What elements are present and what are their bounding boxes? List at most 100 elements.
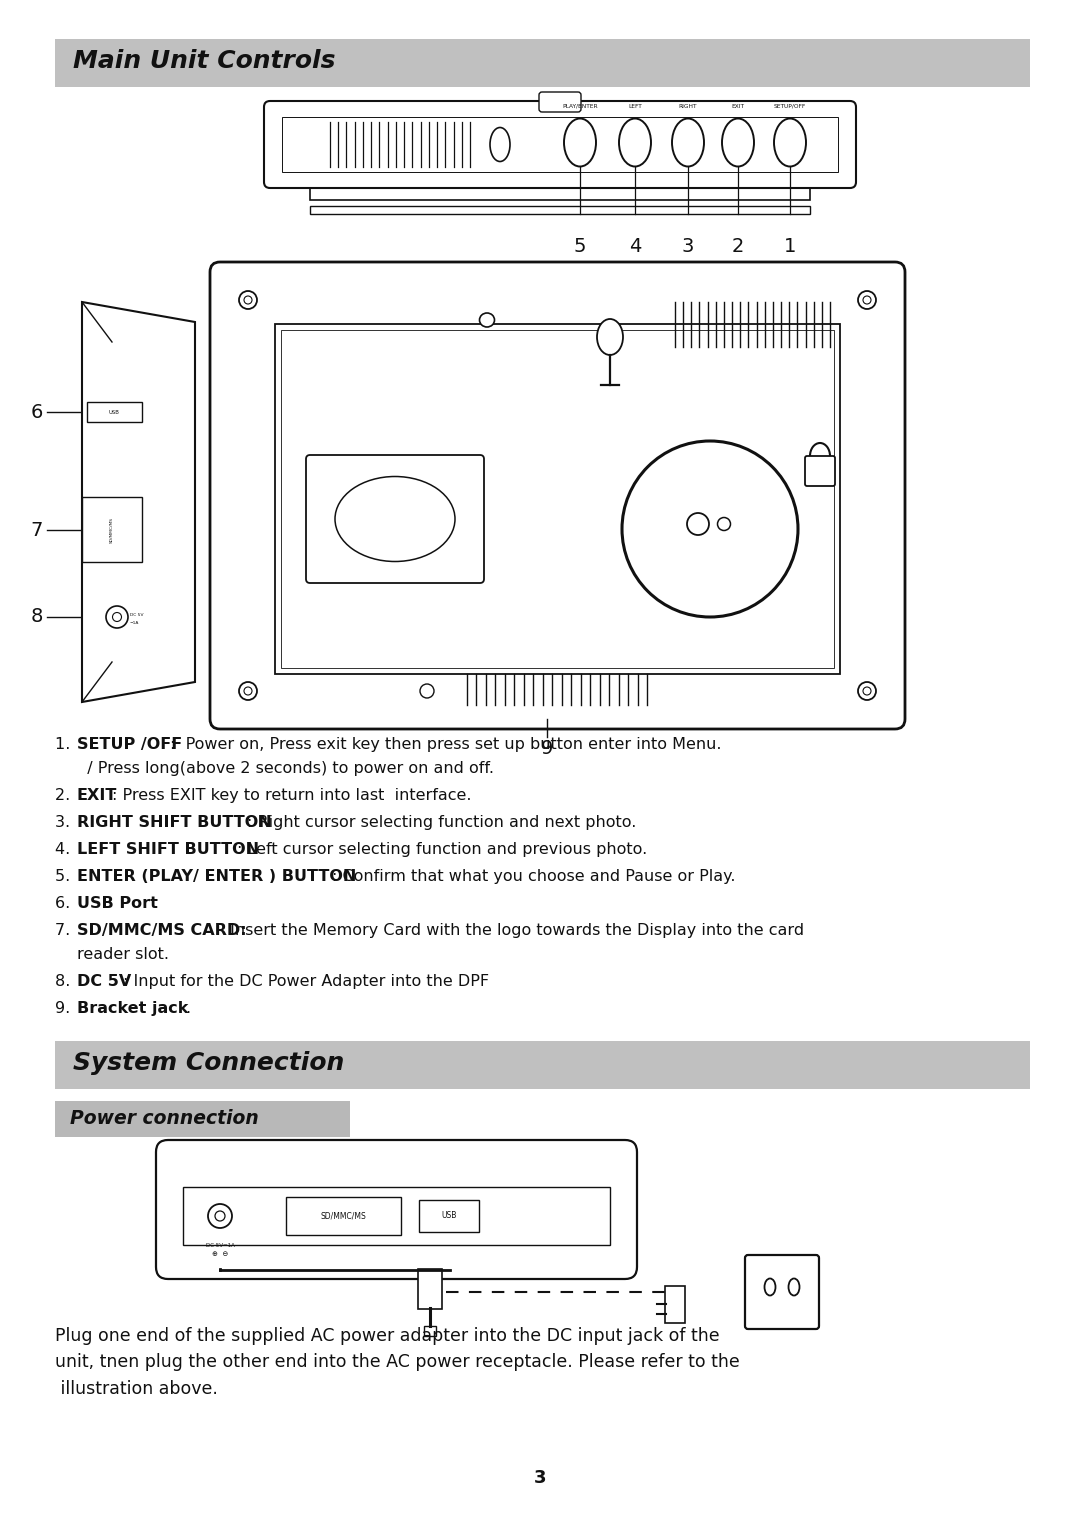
Text: ENTER (PLAY/ ENTER ) BUTTON: ENTER (PLAY/ ENTER ) BUTTON	[77, 869, 356, 884]
Ellipse shape	[858, 292, 876, 308]
Text: RIGHT: RIGHT	[678, 104, 698, 108]
Ellipse shape	[687, 513, 708, 534]
Text: ⊕  ⊖: ⊕ ⊖	[212, 1251, 228, 1257]
FancyBboxPatch shape	[87, 402, 141, 421]
Text: PLAY/ENTER: PLAY/ENTER	[563, 104, 598, 108]
Ellipse shape	[335, 476, 455, 562]
Text: USB Port: USB Port	[77, 896, 158, 912]
FancyBboxPatch shape	[745, 1255, 819, 1328]
Ellipse shape	[619, 119, 651, 166]
Text: 5.: 5.	[55, 869, 76, 884]
Ellipse shape	[490, 127, 510, 162]
Text: −1A: −1A	[130, 621, 139, 625]
FancyBboxPatch shape	[210, 263, 905, 728]
FancyBboxPatch shape	[665, 1286, 685, 1322]
Ellipse shape	[244, 687, 252, 695]
Ellipse shape	[106, 606, 129, 628]
Text: SD/MMC/MS: SD/MMC/MS	[320, 1211, 366, 1220]
Ellipse shape	[672, 119, 704, 166]
Text: 8.: 8.	[55, 974, 76, 989]
FancyBboxPatch shape	[310, 183, 810, 200]
Text: 2: 2	[732, 237, 744, 257]
Text: SETUP/OFF: SETUP/OFF	[774, 104, 806, 108]
Text: : Left cursor selecting function and previous photo.: : Left cursor selecting function and pre…	[237, 841, 647, 857]
Ellipse shape	[480, 313, 495, 327]
Ellipse shape	[215, 1211, 225, 1222]
FancyBboxPatch shape	[419, 1200, 480, 1232]
FancyBboxPatch shape	[275, 324, 840, 673]
Ellipse shape	[788, 1278, 799, 1295]
FancyBboxPatch shape	[82, 496, 141, 562]
Ellipse shape	[765, 1278, 775, 1295]
Ellipse shape	[112, 612, 121, 621]
Text: SETUP /OFF: SETUP /OFF	[77, 738, 183, 751]
Text: RIGHT SHIFT BUTTON: RIGHT SHIFT BUTTON	[77, 815, 272, 831]
FancyBboxPatch shape	[424, 1325, 436, 1336]
Text: 3: 3	[681, 237, 694, 257]
Text: SD/MMC/MS: SD/MMC/MS	[110, 518, 114, 544]
Text: 3.: 3.	[55, 815, 76, 831]
Text: reader slot.: reader slot.	[77, 947, 168, 962]
Text: DC 5V: DC 5V	[77, 974, 132, 989]
Ellipse shape	[858, 683, 876, 699]
Text: 4: 4	[629, 237, 642, 257]
Text: 9.: 9.	[55, 1002, 76, 1015]
FancyBboxPatch shape	[55, 1101, 350, 1138]
Ellipse shape	[208, 1203, 232, 1228]
Ellipse shape	[774, 119, 806, 166]
FancyBboxPatch shape	[539, 92, 581, 111]
Text: 2.: 2.	[55, 788, 76, 803]
Ellipse shape	[597, 319, 623, 354]
FancyBboxPatch shape	[156, 1141, 637, 1280]
FancyBboxPatch shape	[286, 1197, 401, 1235]
FancyBboxPatch shape	[55, 1041, 1030, 1089]
Text: 8: 8	[30, 608, 43, 626]
FancyBboxPatch shape	[264, 101, 856, 188]
Text: Insert the Memory Card with the logo towards the Display into the card: Insert the Memory Card with the logo tow…	[225, 922, 805, 938]
Text: Main Unit Controls: Main Unit Controls	[73, 49, 336, 73]
Ellipse shape	[863, 296, 870, 304]
Ellipse shape	[239, 683, 257, 699]
FancyBboxPatch shape	[55, 40, 1030, 87]
Text: 4.: 4.	[55, 841, 76, 857]
Ellipse shape	[420, 684, 434, 698]
Text: 3: 3	[534, 1469, 546, 1487]
FancyBboxPatch shape	[310, 206, 810, 214]
Text: Plug one end of the supplied AC power adapter into the DC input jack of the
unit: Plug one end of the supplied AC power ad…	[55, 1327, 740, 1397]
Text: 7.: 7.	[55, 922, 76, 938]
Text: DC 5V=1A: DC 5V=1A	[205, 1243, 234, 1248]
Text: 7: 7	[30, 521, 43, 539]
Text: 6.: 6.	[55, 896, 76, 912]
Text: LEFT SHIFT BUTTON: LEFT SHIFT BUTTON	[77, 841, 259, 857]
Polygon shape	[82, 302, 195, 702]
FancyBboxPatch shape	[306, 455, 484, 583]
Text: 1.: 1.	[55, 738, 76, 751]
FancyBboxPatch shape	[418, 1269, 442, 1309]
Text: Power connection: Power connection	[70, 1109, 259, 1128]
Text: 1: 1	[784, 237, 796, 257]
Text: / Press long(above 2 seconds) to power on and off.: / Press long(above 2 seconds) to power o…	[77, 760, 494, 776]
Text: EXIT: EXIT	[731, 104, 744, 108]
FancyBboxPatch shape	[183, 1186, 610, 1245]
Text: : Input for the DC Power Adapter into the DPF: : Input for the DC Power Adapter into th…	[123, 974, 489, 989]
Text: 9: 9	[541, 739, 553, 757]
Ellipse shape	[717, 518, 730, 530]
Ellipse shape	[622, 441, 798, 617]
Text: EXIT: EXIT	[77, 788, 118, 803]
Ellipse shape	[863, 687, 870, 695]
Text: Bracket jack: Bracket jack	[77, 1002, 188, 1015]
Text: SD/MMC/MS CARD:: SD/MMC/MS CARD:	[77, 922, 246, 938]
Text: LEFT: LEFT	[629, 104, 642, 108]
Text: DC 5V: DC 5V	[130, 612, 144, 617]
Ellipse shape	[723, 119, 754, 166]
Text: 6: 6	[30, 403, 43, 421]
Text: System Connection: System Connection	[73, 1051, 345, 1075]
Text: : Confirm that what you choose and Pause or Play.: : Confirm that what you choose and Pause…	[332, 869, 735, 884]
Text: .: .	[185, 1002, 190, 1015]
Ellipse shape	[564, 119, 596, 166]
Text: USB: USB	[442, 1211, 457, 1220]
FancyBboxPatch shape	[805, 457, 835, 486]
Text: : Right cursor selecting function and next photo.: : Right cursor selecting function and ne…	[247, 815, 636, 831]
Ellipse shape	[244, 296, 252, 304]
Ellipse shape	[239, 292, 257, 308]
